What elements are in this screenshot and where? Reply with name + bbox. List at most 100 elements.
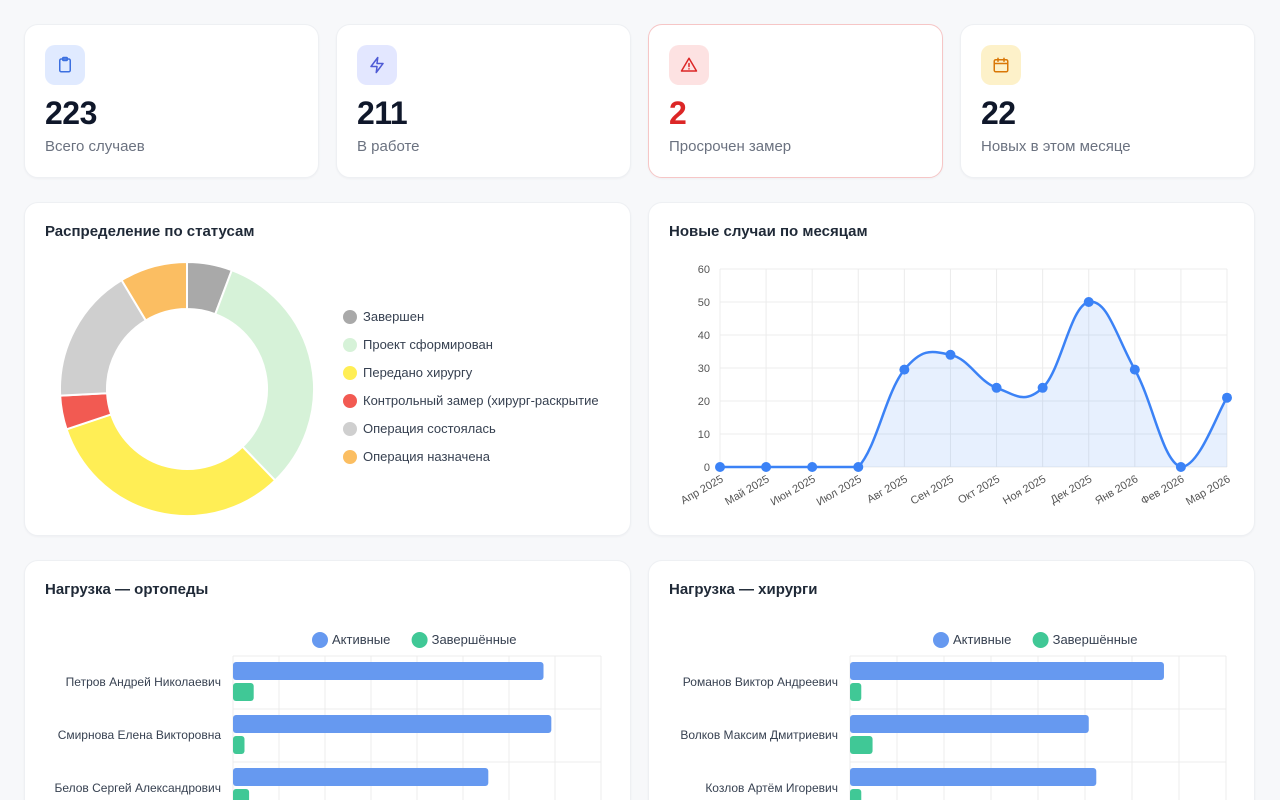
bar-completed[interactable]	[233, 683, 254, 701]
legend-label: Операция назначена	[363, 449, 490, 464]
legend-item[interactable]: Завершен	[343, 309, 424, 324]
bar-active[interactable]	[850, 662, 1164, 680]
stat-value: 223	[45, 95, 97, 131]
category-label: Петров Андрей Николаевич	[66, 675, 221, 689]
data-point[interactable]	[1083, 297, 1094, 307]
legend-label: Проект сформирован	[363, 337, 493, 352]
legend-label[interactable]: Завершённые	[1053, 632, 1138, 647]
line-area-fill	[720, 301, 1227, 467]
legend-item[interactable]: Операция назначена	[343, 449, 490, 464]
legend-swatch	[343, 393, 357, 408]
legend-item[interactable]: Операция состоялась	[343, 421, 496, 436]
status-panel: Распределение по статусам Завершен Проект…	[24, 202, 631, 536]
stat-value: 211	[357, 95, 408, 131]
x-tick-label: Дек 2025	[1048, 473, 1094, 506]
data-point[interactable]	[761, 462, 772, 472]
donut-slice[interactable]	[65, 413, 277, 517]
stat-value: 22	[981, 95, 1016, 131]
x-tick-label: Авг 2025	[865, 473, 910, 506]
y-tick-label: 20	[698, 396, 710, 408]
warning-icon-badge	[669, 45, 709, 85]
data-point[interactable]	[991, 382, 1002, 393]
bar-completed[interactable]	[850, 736, 873, 754]
legend-label[interactable]: Активные	[953, 632, 1011, 647]
x-tick-label: Сен 2025	[909, 473, 956, 507]
bar-active[interactable]	[233, 768, 489, 786]
legend-swatch[interactable]	[933, 632, 949, 648]
y-tick-label: 0	[704, 462, 710, 474]
status-donut-chart	[59, 260, 315, 517]
x-tick-label: Апр 2025	[679, 473, 726, 507]
data-point[interactable]	[1222, 392, 1232, 403]
legend-swatch[interactable]	[1032, 632, 1049, 648]
x-tick-label: Мар 2026	[1184, 473, 1232, 508]
bar-active[interactable]	[850, 715, 1089, 733]
monthly-panel: Новые случаи по месяцам 0 10 20 30 40 50 60 Апр…	[648, 202, 1255, 536]
x-tick-label: Июн 2025	[769, 473, 818, 508]
legend-label: Завершен	[363, 309, 425, 324]
legend-swatch	[343, 309, 357, 324]
bar-active[interactable]	[850, 768, 1097, 786]
x-tick-label: Ноя 2025	[1001, 473, 1048, 507]
data-point[interactable]	[1037, 382, 1048, 393]
ortho-panel: Нагрузка — ортопеды Активные Завершённые П…	[24, 560, 631, 800]
stat-card-in-progress: 211 В работе	[336, 24, 631, 178]
legend-label[interactable]: Активные	[332, 632, 390, 647]
stat-label: Всего случаев	[45, 138, 145, 155]
stat-card-overdue: 2 Просрочен замер	[648, 24, 943, 178]
panel-title: Нагрузка — хирурги	[669, 581, 818, 598]
y-tick-label: 50	[698, 297, 710, 309]
panel-title: Распределение по статусам	[45, 223, 255, 240]
legend-label: Операция состоялась	[363, 421, 496, 436]
legend-swatch[interactable]	[411, 632, 428, 648]
x-tick-label: Май 2025	[723, 473, 772, 508]
donut-slice[interactable]	[213, 268, 315, 482]
data-point[interactable]	[945, 349, 956, 360]
bar-completed[interactable]	[850, 683, 862, 701]
legend-item[interactable]: Контрольный замер (хирург-раскрытие	[343, 393, 599, 408]
data-point[interactable]	[853, 462, 864, 472]
legend-label: Передано хирургу	[363, 365, 473, 380]
x-tick-label: Янв 2026	[1093, 473, 1140, 507]
y-tick-label: 60	[698, 264, 710, 276]
stat-value: 2	[669, 95, 687, 131]
legend-item[interactable]: Проект сформирован	[343, 337, 493, 352]
stat-label: Новых в этом месяце	[981, 138, 1131, 155]
data-point[interactable]	[1129, 364, 1140, 375]
y-tick-label: 10	[698, 429, 710, 441]
donut-slice[interactable]	[120, 260, 188, 322]
data-point[interactable]	[807, 462, 818, 472]
ortho-bar-chart: Активные Завершённые Петров Андрей Николае…	[54, 632, 602, 800]
bar-active[interactable]	[233, 662, 544, 680]
category-label: Смирнова Елена Викторовна	[58, 728, 222, 742]
x-tick-label: Окт 2025	[956, 473, 1002, 506]
bar-completed[interactable]	[850, 789, 862, 800]
data-point[interactable]	[899, 364, 910, 375]
bar-completed[interactable]	[233, 789, 250, 800]
legend-swatch[interactable]	[312, 632, 328, 648]
panel-title: Нагрузка — ортопеды	[45, 581, 209, 598]
y-tick-label: 30	[698, 363, 710, 375]
stat-label: Просрочен замер	[669, 138, 792, 155]
bar-completed[interactable]	[233, 736, 245, 754]
calendar-icon	[993, 57, 1009, 73]
bar-active[interactable]	[233, 715, 552, 733]
legend-swatch	[343, 337, 357, 352]
lightning-icon	[370, 56, 384, 74]
panel-title: Новые случаи по месяцам	[669, 223, 868, 240]
warning-icon	[680, 57, 698, 72]
legend-swatch	[343, 421, 357, 436]
data-point[interactable]	[715, 462, 725, 472]
calendar-icon-badge	[981, 45, 1021, 85]
category-label: Белов Сергей Александрович	[54, 781, 221, 795]
legend-swatch	[343, 365, 357, 380]
data-point[interactable]	[1175, 462, 1186, 472]
stat-label: В работе	[357, 138, 420, 155]
category-label: Козлов Артём Игоревич	[705, 781, 838, 795]
legend-label[interactable]: Завершённые	[432, 632, 517, 647]
x-tick-label: Фев 2026	[1139, 473, 1186, 507]
legend-label: Контрольный замер (хирург-раскрытие	[363, 393, 599, 408]
stat-card-total: 223 Всего случаев	[24, 24, 319, 178]
legend-item[interactable]: Передано хирургу	[343, 365, 472, 380]
